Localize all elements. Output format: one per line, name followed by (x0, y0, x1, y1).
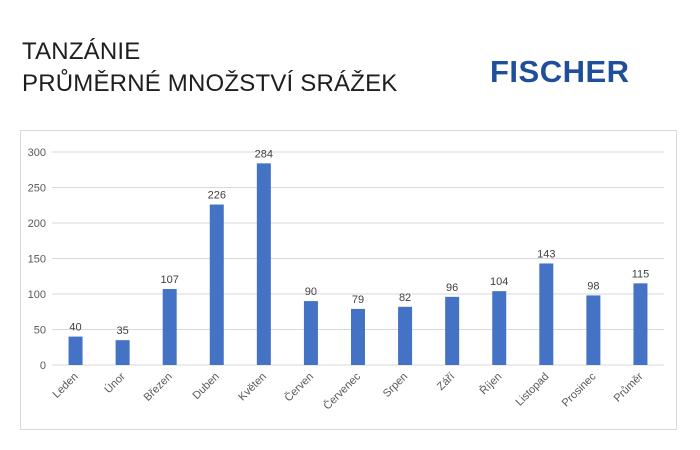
data-label: 82 (399, 292, 411, 304)
chart-area: 0 50 100 150 200 250 300 40 Leden 35 Únor 107 Březen… (20, 130, 677, 430)
data-label: 115 (632, 268, 650, 280)
x-tick-label: Březen (142, 371, 175, 404)
bar (539, 263, 554, 365)
y-tick-label: 150 (28, 254, 46, 266)
x-tick-label: Říjen (477, 370, 504, 397)
x-tick-label: Duben (190, 371, 221, 402)
bar (633, 283, 648, 365)
x-tick-label: Červen (282, 370, 316, 404)
data-label: 90 (305, 286, 317, 298)
y-tick-label: 250 (28, 183, 46, 195)
x-tick-label: Únor (102, 370, 128, 396)
x-tick-label: Listopad (514, 371, 552, 409)
x-tick-label: Červenec (321, 370, 364, 413)
data-label: 107 (161, 274, 179, 286)
y-tick-label: 50 (34, 325, 46, 337)
data-label: 104 (490, 276, 508, 288)
bar (398, 306, 413, 365)
y-tick-label: 100 (28, 289, 46, 301)
bar (445, 296, 460, 365)
bar (162, 289, 177, 365)
data-label: 98 (587, 280, 599, 292)
x-tick-label: Září (435, 371, 457, 393)
data-label: 35 (116, 325, 128, 337)
bar (351, 308, 365, 365)
data-label: 79 (352, 294, 364, 306)
x-tick-label: Leden (51, 371, 81, 401)
bar (115, 340, 130, 365)
y-tick-label: 0 (40, 360, 46, 372)
y-tick-label: 300 (28, 147, 46, 159)
title-line-country: TANZÁNIE (22, 38, 141, 65)
bar (209, 204, 224, 365)
chart-title: TANZÁNIE PRŮMĚRNÉ MNOŽSTVÍ SRÁŽEK (22, 36, 398, 100)
x-tick-label: Průměr (612, 370, 646, 404)
bar-chart: 0 50 100 150 200 250 300 40 Leden 35 Únor 107 Březen… (28, 147, 664, 413)
y-tick-label: 200 (28, 218, 46, 230)
bar (303, 301, 318, 365)
bar (256, 163, 271, 365)
x-tick-label: Srpen (381, 371, 410, 400)
bar (68, 336, 83, 365)
fischer-logo: FISCHER (490, 54, 630, 89)
data-label: 143 (537, 248, 555, 260)
bar (586, 295, 601, 365)
x-tick-label: Květen (236, 371, 269, 404)
data-label: 96 (446, 282, 458, 294)
title-line-subject: PRŮMĚRNÉ MNOŽSTVÍ SRÁŽEK (22, 70, 398, 97)
x-tick-label: Prosinec (560, 370, 599, 409)
data-label: 226 (208, 190, 226, 202)
bar (492, 291, 507, 365)
data-label: 40 (69, 322, 81, 334)
data-label: 284 (255, 148, 273, 160)
